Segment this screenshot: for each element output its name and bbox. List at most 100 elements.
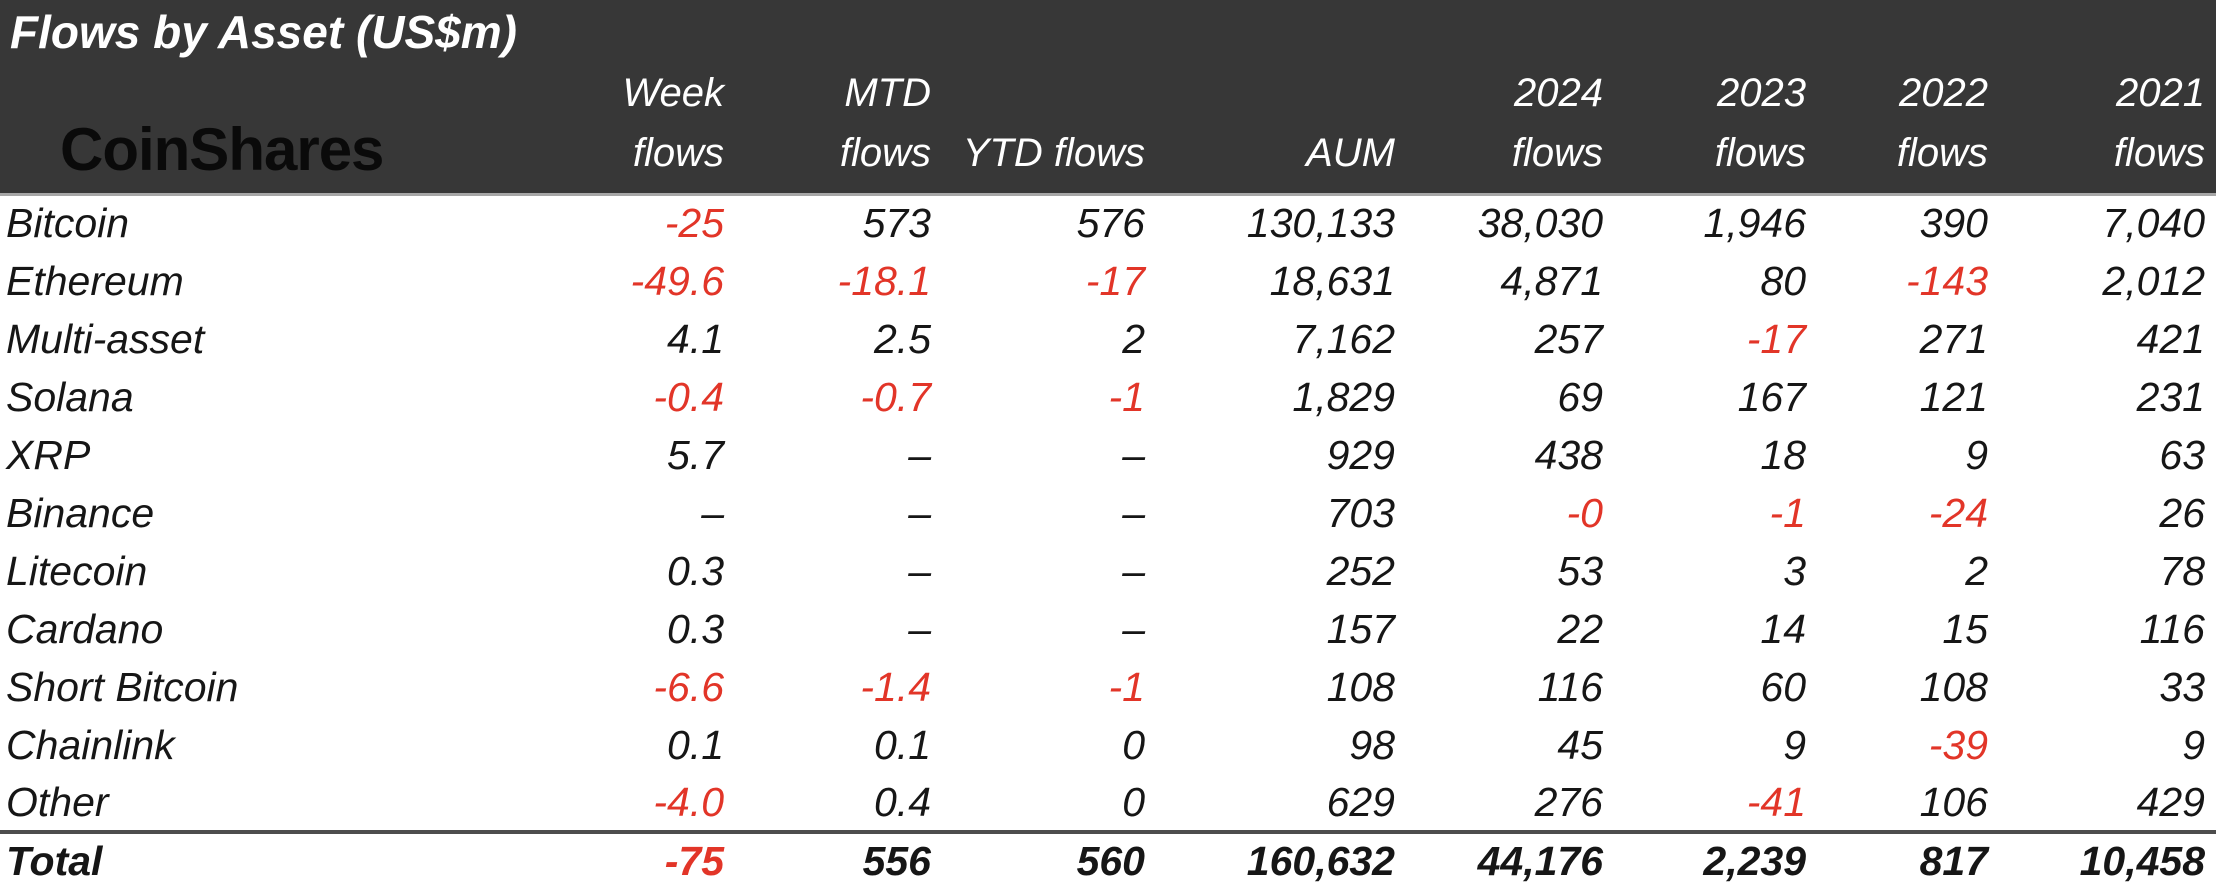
- value-cell: 157: [1326, 605, 1395, 652]
- value-cell: 108: [1326, 663, 1395, 710]
- value-cell: 421: [2136, 315, 2205, 362]
- col-header-line2: flows: [1896, 130, 1988, 175]
- value-cell: 4,871: [1500, 257, 1603, 304]
- value-cell: 53: [1557, 547, 1603, 594]
- asset-label: Multi-asset: [6, 315, 205, 362]
- col-header-2022-flows: 2022 flows: [1817, 57, 1999, 196]
- table-row: Other -4.0 0.4 0 629 276 -41 106 429: [0, 774, 2216, 832]
- col-header-ytd-flows: YTD flows: [942, 57, 1156, 196]
- value-cell: -1: [1769, 489, 1806, 536]
- value-cell: 929: [1326, 431, 1395, 478]
- value-cell: 5.7: [667, 431, 724, 478]
- flows-table: CoinShares Week flows MTD flows YTD flow…: [0, 57, 2216, 889]
- value-cell: 0: [1122, 778, 1145, 825]
- value-cell: -0: [1566, 489, 1603, 536]
- value-cell: 108: [1919, 663, 1988, 710]
- table-row: Binance – – – 703 -0 -1 -24 26: [0, 484, 2216, 542]
- value-cell: 438: [1534, 431, 1603, 478]
- value-cell: 629: [1326, 778, 1395, 825]
- total-value-cell: 160,632: [1156, 830, 1406, 889]
- value-cell: –: [1122, 489, 1145, 536]
- asset-label: Other: [6, 778, 109, 825]
- value-cell: 3: [1783, 547, 1806, 594]
- table-row: Bitcoin -25 573 576 130,133 38,030 1,946 390 7,…: [0, 194, 2216, 252]
- col-header-2021-flows: 2021 flows: [1999, 57, 2216, 196]
- value-cell: 576: [1076, 200, 1145, 247]
- value-cell: -17: [1085, 257, 1145, 304]
- value-cell: 167: [1737, 373, 1806, 420]
- value-cell: 38,030: [1477, 200, 1603, 247]
- value-cell: 4.1: [667, 315, 724, 362]
- title-bar: Flows by Asset (US$m): [0, 0, 2216, 57]
- value-cell: 0.1: [667, 721, 724, 768]
- asset-label: Solana: [6, 373, 134, 420]
- value-cell: 271: [1919, 315, 1988, 362]
- table-row: Litecoin 0.3 – – 252 53 3 2 78: [0, 542, 2216, 600]
- table-row: Cardano 0.3 – – 157 22 14 15 116: [0, 600, 2216, 658]
- col-header-line2: flows: [2113, 130, 2205, 175]
- asset-label: Bitcoin: [6, 200, 130, 247]
- value-cell: 573: [862, 200, 931, 247]
- asset-label: Short Bitcoin: [6, 663, 239, 710]
- asset-label: Ethereum: [6, 257, 184, 304]
- total-value-cell: 556: [735, 830, 942, 889]
- value-cell: 2: [1122, 315, 1145, 362]
- value-cell: -1: [1108, 663, 1145, 710]
- value-cell: -4.0: [653, 778, 724, 825]
- value-cell: 231: [2136, 373, 2205, 420]
- table-footer: Total -75 556 560 160,632 44,176 2,239 817 10,4…: [0, 830, 2216, 889]
- logo-cell: CoinShares: [0, 57, 530, 196]
- value-cell: -25: [664, 200, 724, 247]
- col-header-line1: Week: [622, 70, 724, 115]
- value-cell: 257: [1534, 315, 1603, 362]
- value-cell: 9: [2182, 721, 2205, 768]
- table-row: Short Bitcoin -6.6 -1.4 -1 108 116 60 108 33: [0, 658, 2216, 716]
- value-cell: 0.3: [667, 547, 724, 594]
- value-cell: -17: [1746, 315, 1806, 362]
- value-cell: 0.1: [874, 721, 931, 768]
- asset-label: XRP: [6, 431, 91, 478]
- value-cell: -143: [1905, 257, 1988, 304]
- value-cell: -24: [1928, 489, 1988, 536]
- value-cell: -49.6: [630, 257, 724, 304]
- value-cell: 0.4: [874, 778, 931, 825]
- value-cell: 22: [1557, 605, 1603, 652]
- col-header-line2: flows: [1714, 130, 1806, 175]
- value-cell: 116: [2139, 605, 2205, 652]
- col-header-line1: 2021: [2116, 70, 2205, 115]
- value-cell: -39: [1928, 721, 1988, 768]
- value-cell: 15: [1942, 605, 1988, 652]
- value-cell: 703: [1326, 489, 1395, 536]
- value-cell: 2,012: [2102, 257, 2205, 304]
- col-header-line1: MTD: [844, 70, 931, 115]
- total-value-cell: 817: [1817, 830, 1999, 889]
- col-header-mtd-flows: MTD flows: [735, 57, 942, 196]
- col-header-aum: AUM: [1156, 57, 1406, 196]
- value-cell: –: [1122, 605, 1145, 652]
- value-cell: 7,040: [2102, 200, 2205, 247]
- col-header-line2: flows: [632, 130, 724, 175]
- total-label: Total: [0, 830, 530, 889]
- value-cell: –: [908, 605, 931, 652]
- asset-label: Litecoin: [6, 547, 148, 594]
- col-header-line1: 2023: [1717, 70, 1806, 115]
- value-cell: –: [701, 489, 724, 536]
- value-cell: 276: [1534, 778, 1603, 825]
- col-header-line2: flows: [839, 130, 931, 175]
- asset-label: Cardano: [6, 605, 164, 652]
- value-cell: 116: [1537, 663, 1603, 710]
- value-cell: –: [908, 489, 931, 536]
- value-cell: 63: [2159, 431, 2205, 478]
- value-cell: -0.7: [860, 373, 931, 420]
- col-header-2024-flows: 2024 flows: [1406, 57, 1614, 196]
- asset-label: Chainlink: [6, 721, 175, 768]
- table-row: Multi-asset 4.1 2.5 2 7,162 257 -17 271 421: [0, 310, 2216, 368]
- total-value-cell: 560: [942, 830, 1156, 889]
- value-cell: 98: [1349, 721, 1395, 768]
- header-row: CoinShares Week flows MTD flows YTD flow…: [0, 57, 2216, 196]
- total-row: Total -75 556 560 160,632 44,176 2,239 817 10,4…: [0, 830, 2216, 889]
- table-header: CoinShares Week flows MTD flows YTD flow…: [0, 57, 2216, 196]
- value-cell: 390: [1919, 200, 1988, 247]
- value-cell: -18.1: [837, 257, 931, 304]
- table-body: Bitcoin -25 573 576 130,133 38,030 1,946 390 7,…: [0, 194, 2216, 832]
